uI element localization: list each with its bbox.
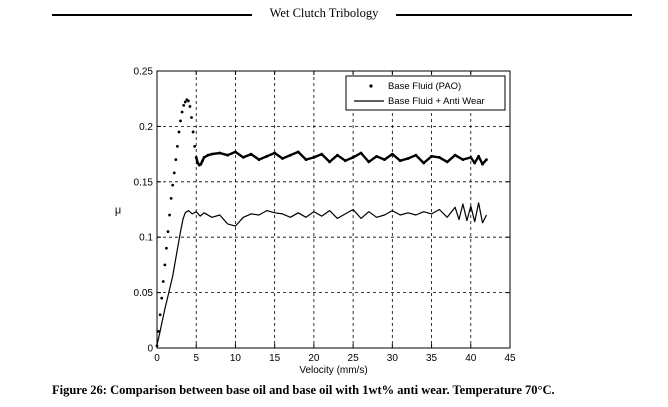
- x-axis-label: Velocity (mm/s): [299, 365, 367, 376]
- plot-area: [156, 70, 511, 349]
- x-tick-label: 5: [193, 353, 199, 364]
- legend-marker-base-fluid: [369, 84, 373, 88]
- data-point: [169, 197, 173, 200]
- data-point: [191, 130, 195, 134]
- data-point: [175, 144, 179, 148]
- y-tick-label: 0.2: [139, 122, 153, 133]
- y-tick-label: 0.1: [139, 233, 153, 244]
- data-point: [183, 100, 187, 104]
- data-point: [186, 99, 190, 103]
- x-tick-label: 20: [308, 353, 320, 364]
- data-point: [157, 329, 160, 333]
- series-anti-wear-line: [156, 202, 488, 345]
- x-tick-label: 40: [465, 353, 477, 364]
- figure-caption: Figure 26: Comparison between base oil a…: [52, 383, 555, 397]
- data-point: [158, 313, 162, 317]
- x-tick-label: 45: [504, 353, 516, 364]
- data-point: [179, 119, 182, 123]
- data-point: [168, 213, 171, 217]
- data-point: [166, 230, 170, 234]
- x-tick-label: 15: [269, 353, 281, 364]
- data-point: [180, 110, 184, 114]
- y-tick-label: 0.25: [134, 67, 154, 78]
- header-title: Wet Clutch Tribology: [269, 6, 379, 20]
- data-point: [155, 344, 159, 348]
- data-point: [165, 246, 168, 250]
- series-base-fluid-line: [195, 150, 488, 167]
- x-tick-label: 0: [154, 353, 160, 364]
- data-point: [174, 158, 178, 162]
- data-point: [188, 105, 192, 108]
- data-point: [182, 103, 186, 107]
- data-point: [177, 130, 181, 134]
- data-point: [163, 263, 167, 267]
- y-tick-label: 0: [147, 344, 153, 355]
- x-tick-label: 35: [426, 353, 438, 364]
- legend-label-base-fluid: Base Fluid (PAO): [388, 81, 461, 92]
- y-tick-label: 0.05: [134, 288, 154, 299]
- data-point: [160, 296, 164, 300]
- legend-box: [345, 75, 506, 111]
- running-header: Wet Clutch Tribology: [0, 4, 668, 24]
- header-rule-left: [52, 14, 252, 16]
- header-rule-right: [396, 14, 632, 16]
- legend-label-anti-wear: Base Fluid + Anti Wear: [388, 96, 485, 107]
- data-point: [171, 183, 175, 187]
- x-tick-label: 25: [348, 353, 360, 364]
- x-tick-label: 10: [230, 353, 242, 364]
- data-point: [161, 280, 165, 283]
- x-tick-label: 30: [387, 353, 399, 364]
- y-tick-label: 0.15: [134, 177, 154, 188]
- data-point: [193, 144, 197, 148]
- y-axis-label: μ: [115, 205, 121, 217]
- data-point: [190, 116, 193, 119]
- data-point: [172, 171, 176, 175]
